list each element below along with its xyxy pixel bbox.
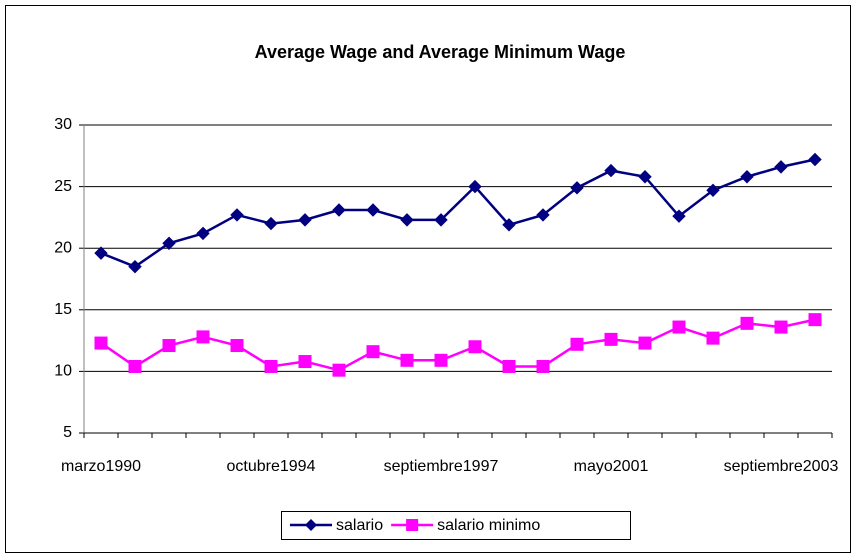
legend-marker (305, 519, 317, 531)
data-point (502, 359, 516, 373)
data-point (740, 316, 754, 330)
data-point (774, 320, 788, 334)
legend-box (281, 511, 631, 540)
series-line (100, 158, 816, 269)
x-tick-label: marzo1990 (61, 458, 141, 475)
data-point (264, 216, 278, 231)
data-point (230, 339, 244, 353)
data-point (298, 355, 312, 369)
data-point (162, 339, 176, 353)
data-point (366, 203, 380, 217)
data-point (128, 259, 142, 274)
data-point (468, 179, 482, 194)
data-point (230, 208, 244, 222)
data-point (706, 183, 720, 198)
data-point (468, 340, 482, 354)
x-tick-label: octubre1994 (227, 458, 316, 475)
data-point (128, 359, 142, 373)
data-point (332, 363, 346, 377)
data-point (502, 218, 516, 232)
data-point (264, 359, 278, 373)
data-point (672, 320, 686, 334)
data-point (570, 181, 584, 195)
data-point (570, 337, 584, 351)
x-tick-label: mayo2001 (574, 458, 649, 475)
chart-title: Average Wage and Average Minimum Wage (255, 42, 626, 62)
x-tick-label: septiembre1997 (384, 458, 499, 475)
data-point (196, 330, 210, 344)
x-tick-label: septiembre2003 (724, 458, 839, 475)
data-point (434, 353, 448, 367)
data-point (740, 170, 754, 184)
data-point (366, 345, 380, 359)
data-point (638, 336, 652, 350)
y-tick-label: 20 (54, 239, 72, 256)
data-point (536, 359, 550, 373)
y-tick-label: 15 (54, 301, 72, 318)
legend-label: salario minimo (437, 517, 540, 534)
data-point (808, 152, 822, 167)
data-point (400, 213, 414, 227)
data-point (298, 213, 312, 227)
legend-marker (406, 519, 419, 531)
series-line (100, 318, 816, 372)
data-point (672, 209, 686, 223)
chart-frame (5, 5, 851, 553)
data-point (196, 226, 210, 241)
data-point (94, 246, 108, 260)
data-point (332, 203, 346, 217)
data-point (94, 336, 108, 350)
data-point (604, 332, 618, 346)
legend-label: salario (336, 517, 383, 534)
data-point (400, 353, 414, 367)
data-point (604, 163, 618, 178)
y-tick-label: 5 (63, 424, 72, 441)
data-point (162, 236, 176, 250)
data-point (706, 331, 720, 345)
data-point (536, 208, 550, 222)
y-tick-label: 25 (54, 178, 72, 195)
data-point (808, 313, 822, 327)
data-point (434, 213, 448, 227)
y-tick-label: 30 (54, 116, 72, 133)
legend: salario salario minimo (281, 511, 631, 540)
y-tick-label: 10 (54, 363, 72, 380)
data-point (774, 160, 788, 174)
data-point (638, 170, 652, 184)
